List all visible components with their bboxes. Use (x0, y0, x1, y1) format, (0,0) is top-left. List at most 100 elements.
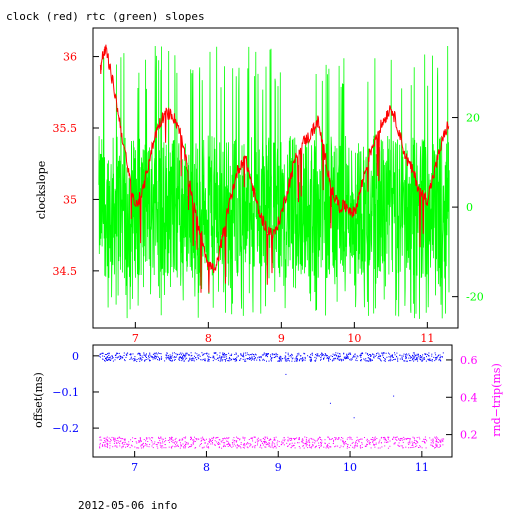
offset-point (231, 353, 233, 355)
round-trip-point (204, 442, 206, 444)
offset-point (112, 360, 114, 362)
offset-point (141, 355, 143, 357)
round-trip-point (223, 444, 225, 446)
offset-point (402, 355, 404, 357)
offset-point (126, 354, 128, 356)
offset-point (112, 357, 114, 359)
y-tick-label: 36 (63, 51, 77, 64)
round-trip-point (292, 438, 294, 439)
offset-point (284, 355, 286, 357)
round-trip-point (250, 437, 252, 439)
offset-point (137, 353, 139, 355)
offset-point (311, 352, 313, 354)
round-trip-point (436, 438, 437, 440)
round-trip-point (371, 439, 373, 441)
offset-point (353, 417, 355, 419)
round-trip-point (302, 445, 304, 447)
round-trip-point (160, 446, 162, 448)
round-trip-point (116, 443, 118, 444)
offset-point (424, 353, 426, 355)
round-trip-point (302, 439, 304, 441)
round-trip-point (375, 442, 377, 444)
round-trip-point (181, 438, 183, 440)
round-trip-point (423, 438, 425, 440)
offset-point (158, 359, 160, 361)
round-trip-point (269, 438, 271, 440)
offset-point (261, 354, 263, 356)
round-trip-point (329, 446, 331, 448)
offset-point (250, 354, 252, 356)
round-trip-point (143, 439, 145, 440)
round-trip-point (440, 445, 442, 447)
offset-point (430, 359, 432, 361)
offset-point (333, 354, 335, 356)
round-trip-point (190, 438, 192, 440)
offset-point (334, 357, 336, 359)
round-trip-point (269, 445, 271, 447)
round-trip-point (416, 437, 418, 439)
offset-point (107, 353, 109, 355)
offset-point (366, 360, 368, 362)
offset-point (392, 354, 393, 356)
round-trip-point (185, 443, 187, 445)
offset-point (263, 352, 265, 354)
offset-point (267, 353, 269, 355)
round-trip-point (217, 443, 218, 445)
offset-point (102, 352, 104, 354)
offset-point (155, 356, 157, 358)
round-trip-point (272, 447, 274, 449)
round-trip-point (325, 447, 327, 449)
offset-point (151, 356, 153, 357)
offset-point (171, 360, 173, 362)
offset-point (134, 356, 136, 358)
round-trip-point (317, 439, 319, 440)
offset-point (332, 356, 333, 357)
offset-point (381, 352, 383, 354)
offset-point (347, 356, 349, 358)
round-trip-point (368, 441, 370, 443)
offset-point (345, 357, 347, 359)
offset-point (435, 354, 437, 356)
offset-point (349, 359, 351, 361)
offset-point (143, 355, 145, 356)
round-trip-point (257, 442, 259, 444)
offset-point (191, 354, 193, 356)
round-trip-point (349, 438, 351, 440)
offset-point (196, 359, 198, 361)
round-trip-point (437, 439, 439, 440)
round-trip-point (269, 446, 271, 448)
offset-point (360, 353, 362, 355)
offset-point (191, 358, 193, 360)
round-trip-point (219, 443, 221, 445)
offset-point (166, 355, 168, 357)
offset-point (262, 354, 264, 356)
round-trip-point (146, 443, 148, 445)
round-trip-point (373, 444, 375, 445)
offset-point (228, 358, 230, 360)
round-trip-point (236, 436, 237, 438)
round-trip-point (128, 443, 130, 445)
round-trip-point (106, 446, 108, 448)
round-trip-point (159, 442, 161, 444)
top-x-axis: 7 8 9 10 11 (132, 322, 434, 345)
offset-point (371, 359, 373, 361)
round-trip-point (381, 436, 383, 438)
round-trip-point (378, 442, 380, 444)
offset-point (150, 355, 152, 357)
round-trip-point (244, 437, 246, 439)
offset-point (397, 359, 399, 361)
round-trip-point (321, 443, 322, 445)
round-trip-point (350, 444, 352, 446)
offset-point (210, 357, 212, 358)
round-trip-point (169, 439, 171, 441)
offset-point (172, 359, 173, 361)
offset-point (220, 357, 222, 359)
offset-point (320, 357, 322, 358)
offset-point (423, 357, 425, 358)
round-trip-point (411, 441, 413, 443)
offset-point (320, 355, 322, 357)
offset-point (168, 358, 170, 360)
round-trip-point (102, 442, 104, 443)
offset-point (290, 356, 292, 358)
round-trip-point (308, 440, 310, 441)
